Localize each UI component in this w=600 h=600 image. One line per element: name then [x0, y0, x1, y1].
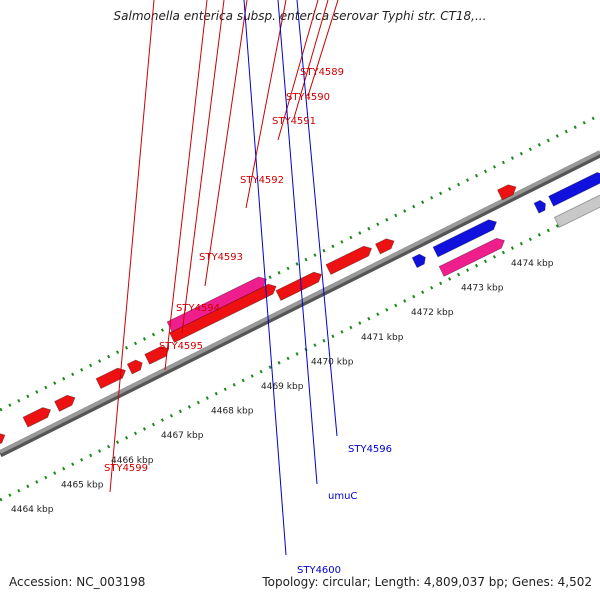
scale-label: 4467 kbp — [161, 431, 204, 441]
scale-labels: 4464 kbp 4465 kbp 4466 kbp 4467 kbp 4468 kbp… — [11, 259, 554, 515]
leader-line-sty4591 — [277, 0, 319, 141]
gene-sty4599[interactable] — [496, 182, 518, 201]
page-title: Salmonella enterica subsp. enterica sero… — [113, 9, 487, 23]
leader-line-sty4592 — [245, 0, 287, 209]
scale-label: 4470 kbp — [311, 357, 354, 367]
gene-label-sty4590[interactable]: STY4590 — [286, 92, 330, 103]
gene-label-sty4600[interactable]: STY4600 — [297, 565, 341, 576]
scale-label: 4469 kbp — [261, 382, 304, 392]
leader-line-sty4596 — [296, 0, 338, 437]
gene-gray-1[interactable] — [553, 193, 600, 228]
gene-i[interactable] — [374, 236, 396, 255]
inner-tick-track — [0, 203, 600, 502]
leader-line-sty4589 — [307, 0, 339, 97]
accession-text: Accession: NC_003198 — [9, 575, 146, 589]
scale-label: 4472 kbp — [411, 308, 454, 318]
scale-label: 4473 kbp — [461, 284, 504, 294]
gene-label-sty4595[interactable]: STY4595 — [159, 341, 203, 352]
gene-label-sty4599[interactable]: STY4599 — [104, 463, 148, 474]
leader-line-sty4599 — [109, 0, 155, 493]
label-leader-lines — [109, 0, 339, 556]
gene-c[interactable] — [95, 365, 128, 390]
leader-line-umuc — [277, 0, 318, 485]
genome-summary: Topology: circular; Length: 4,809,037 bp… — [262, 575, 592, 589]
leader-line-sty4590 — [293, 0, 329, 119]
gene-g[interactable] — [275, 269, 324, 302]
gene-blue-4[interactable] — [548, 170, 600, 207]
gene-label-umuc[interactable]: umuC — [328, 491, 357, 502]
scale-label: 4468 kbp — [211, 407, 254, 417]
leader-line-sty4594 — [181, 0, 225, 334]
backbone — [0, 150, 600, 454]
gene-h[interactable] — [325, 243, 374, 276]
scale-label: 4474 kbp — [511, 259, 554, 269]
gene-a[interactable] — [22, 405, 53, 428]
scale-label: 4465 kbp — [61, 480, 104, 490]
gene-blue-3[interactable] — [533, 199, 548, 214]
gene-pink-umuc[interactable] — [438, 236, 507, 277]
gene-labels: STY4589 STY4590 STY4591 STY4592 STY4593 STY45… — [104, 67, 392, 576]
leader-line-sty4595 — [164, 0, 208, 371]
gene-label-sty4592[interactable]: STY4592 — [240, 175, 284, 186]
gene-label-sty4596[interactable]: STY4596 — [348, 444, 392, 455]
gene-features — [0, 170, 600, 451]
gene-blue-2[interactable] — [411, 252, 428, 269]
outer-tick-track — [0, 113, 600, 412]
gene-d[interactable] — [126, 358, 144, 375]
gene-label-sty4594[interactable]: STY4594 — [176, 303, 220, 314]
gene-label-sty4591[interactable]: STY4591 — [272, 116, 316, 127]
gene-label-sty4593[interactable]: STY4593 — [199, 252, 243, 263]
gene-label-sty4589[interactable]: STY4589 — [300, 67, 344, 78]
leader-line-sty4593 — [204, 0, 248, 287]
gene-fragment-left[interactable] — [0, 430, 7, 451]
gene-b[interactable] — [54, 393, 78, 412]
scale-label: 4466 kbp — [111, 456, 154, 466]
gene-blue-1[interactable] — [432, 217, 499, 258]
scale-label: 4464 kbp — [11, 505, 54, 515]
scale-label: 4471 kbp — [361, 333, 404, 343]
leader-line-sty4600 — [243, 0, 287, 556]
